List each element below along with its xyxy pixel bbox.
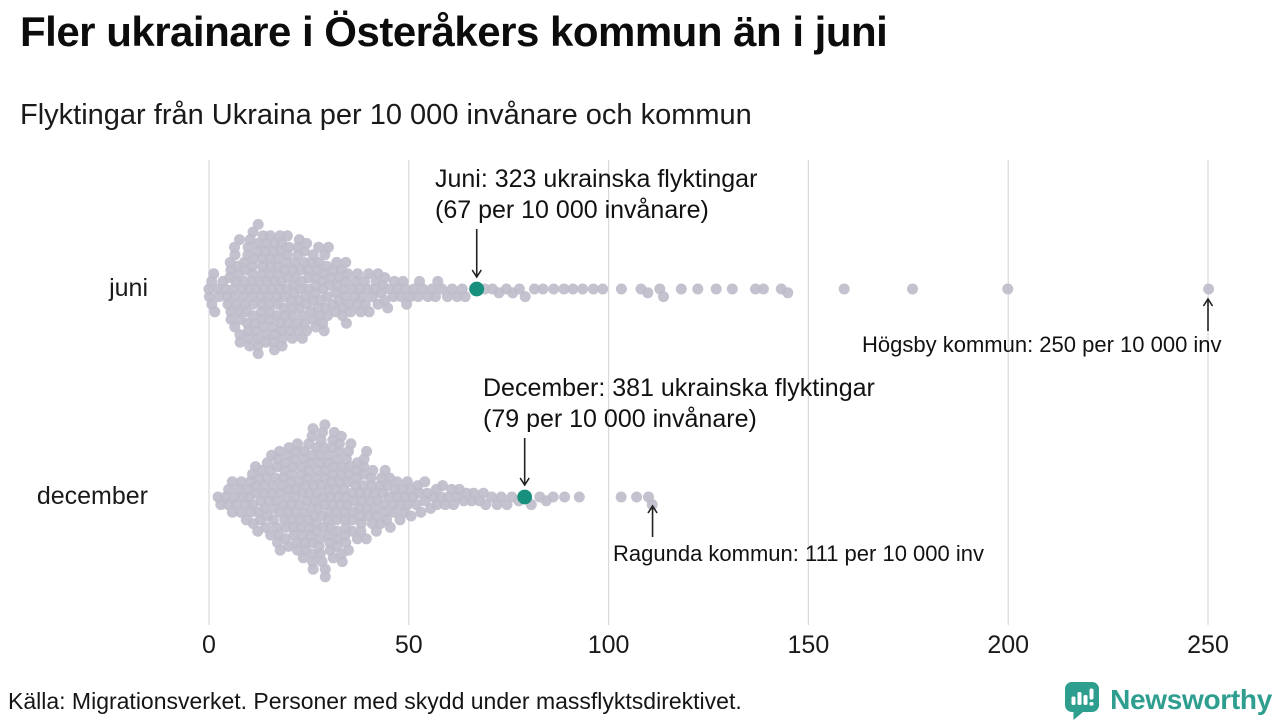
annotation-hogsby-max: Högsby kommun: 250 per 10 000 inv <box>862 332 1222 357</box>
annotation-december-highlight: December: 381 ukrainska flyktingar (79 p… <box>483 373 875 435</box>
row-label-juni: juni <box>109 274 148 302</box>
annotation-juni-line2: (67 per 10 000 invånare) <box>435 196 709 224</box>
chart-subtitle: Flyktingar från Ukraina per 10 000 invån… <box>20 99 752 131</box>
page-title: Fler ukrainare i Österåkers kommun än i … <box>20 8 888 55</box>
x-tick-200: 200 <box>987 631 1030 659</box>
row-label-december: december <box>36 482 148 510</box>
annotation-december-line1: December: 381 ukrainska flyktingar <box>483 374 875 402</box>
x-tick-100: 100 <box>587 631 630 659</box>
brand-name: Newsworthy <box>1110 684 1272 715</box>
newsworthy-logo: Newsworthy <box>1063 680 1272 720</box>
annotation-december-line2: (79 per 10 000 invånare) <box>483 405 757 433</box>
newsworthy-speech-bubble-chart-icon <box>1065 682 1100 720</box>
x-tick-0: 0 <box>202 631 216 659</box>
source-note: Källa: Migrationsverket. Personer med sk… <box>8 688 742 714</box>
annotation-ragunda-max: Ragunda kommun: 111 per 10 000 inv <box>613 541 984 566</box>
x-tick-150: 150 <box>787 631 830 659</box>
annotation-juni-line1: Juni: 323 ukrainska flyktingar <box>435 165 758 193</box>
annotation-juni-highlight: Juni: 323 ukrainska flyktingar (67 per 1… <box>435 164 757 226</box>
x-tick-250: 250 <box>1187 631 1229 659</box>
x-tick-50: 50 <box>394 631 423 659</box>
